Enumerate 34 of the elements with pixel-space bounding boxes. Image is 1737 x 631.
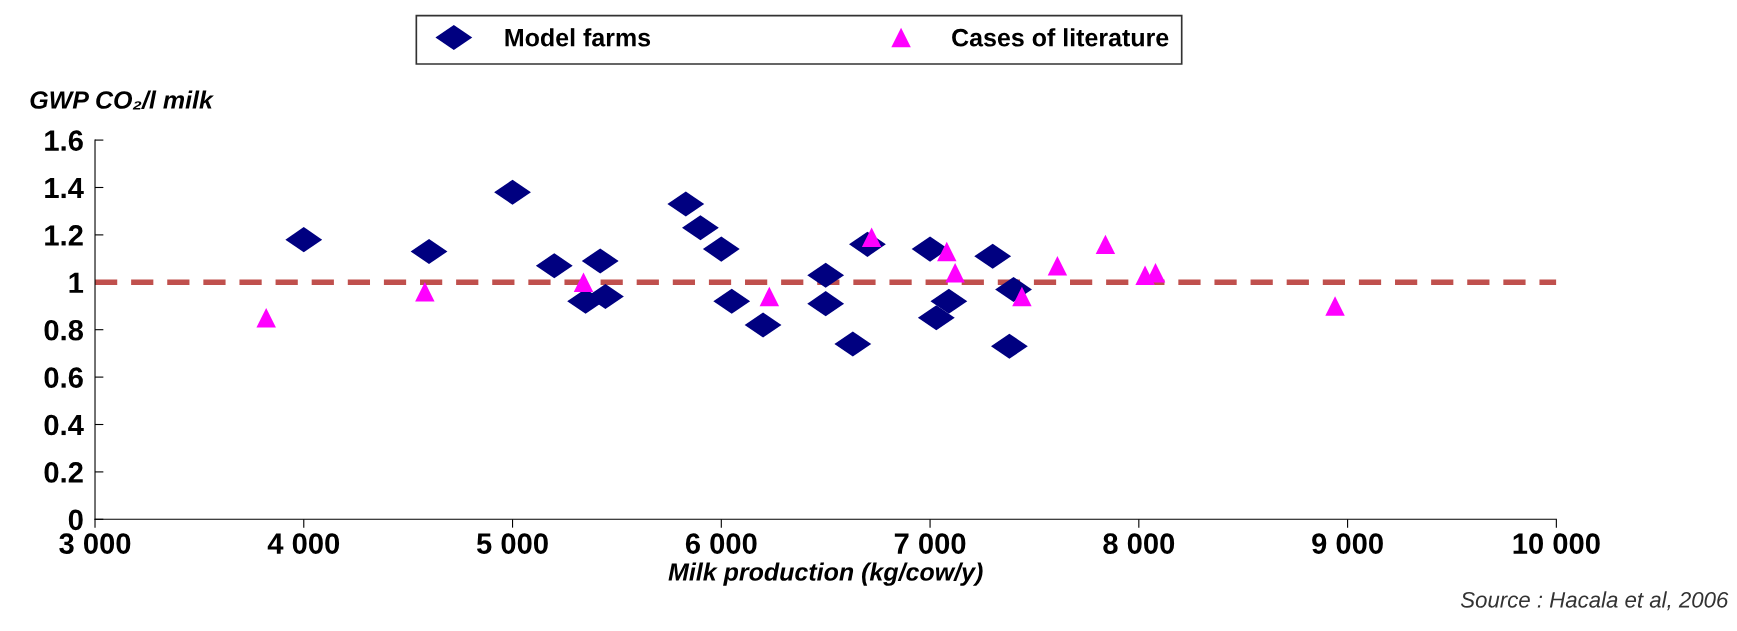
point xyxy=(256,308,276,328)
x-tick-label: 3 000 xyxy=(59,533,131,554)
y-tick-label: 0.4 xyxy=(44,414,84,436)
y-tick-label: 0 xyxy=(68,509,83,531)
point xyxy=(415,282,435,302)
x-tick-label: 4 000 xyxy=(267,533,340,554)
point xyxy=(937,241,957,262)
legend-label: Model farms xyxy=(505,28,651,47)
x-tick-label: 8 000 xyxy=(1103,533,1175,554)
x-tick-label: 7 000 xyxy=(894,533,966,554)
point xyxy=(573,272,594,293)
point xyxy=(1047,255,1068,276)
y-tick-label: 0.6 xyxy=(44,367,83,388)
y-tick-label: 1.2 xyxy=(45,225,83,246)
y-tick-label: 0.8 xyxy=(44,319,84,341)
y-tick-label: 1.6 xyxy=(45,130,83,151)
x-tick-label: 10 000 xyxy=(1513,533,1600,554)
point xyxy=(1325,296,1345,316)
x-axis-title: Milk production (kg/cow/y) xyxy=(668,562,983,586)
x-tick-label: 6 000 xyxy=(685,533,757,554)
point xyxy=(759,286,780,307)
point xyxy=(494,179,531,205)
point xyxy=(1095,234,1116,255)
y-tick-label: 1 xyxy=(69,272,84,293)
point xyxy=(945,263,965,283)
x-tick-label: 9 000 xyxy=(1312,533,1383,554)
x-tick-label: 5 000 xyxy=(476,533,548,554)
point xyxy=(995,276,1032,302)
source-note: Source : Hacala et al, 2006 xyxy=(1460,591,1729,611)
y-tick-label: 0.2 xyxy=(44,462,83,483)
y-axis-title: GWP CO₂/l milk xyxy=(30,90,214,110)
point xyxy=(682,215,719,241)
y-tick-label: 1.4 xyxy=(45,177,84,199)
legend-label: Cases of literature xyxy=(952,28,1169,47)
